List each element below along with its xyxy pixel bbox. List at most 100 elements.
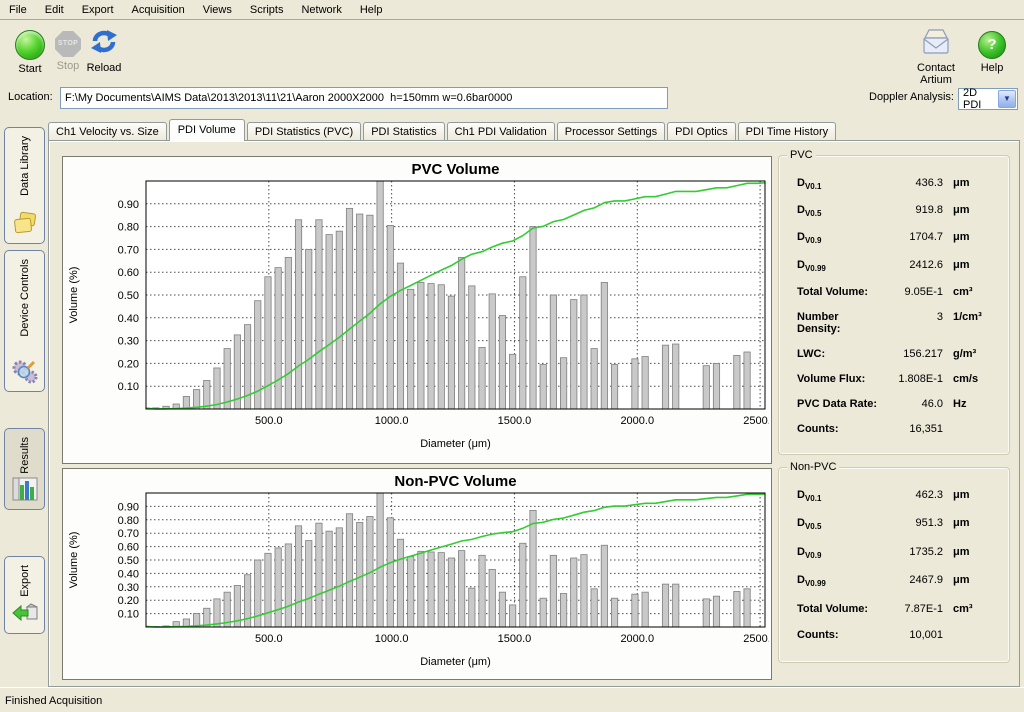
stat-label: DV0.1 bbox=[797, 176, 822, 191]
stat-label: LWC: bbox=[797, 348, 826, 361]
menu-item-export[interactable]: Export bbox=[81, 3, 114, 16]
svg-text:Non-PVC Volume: Non-PVC Volume bbox=[394, 473, 516, 490]
stat-unit: μm bbox=[953, 203, 970, 216]
stat-row-total-volume: Total Volume: 7.87E-1 cm³ bbox=[779, 603, 1009, 615]
tab-ch1-velocity-vs-size[interactable]: Ch1 Velocity vs. Size bbox=[48, 122, 167, 141]
export-icon bbox=[11, 603, 37, 622]
doppler-analysis-label: Doppler Analysis: bbox=[869, 91, 954, 103]
tab-pdi-time-history[interactable]: PDI Time History bbox=[737, 122, 837, 141]
menu-item-network[interactable]: Network bbox=[301, 3, 342, 16]
svg-text:1000.0: 1000.0 bbox=[375, 415, 409, 427]
svg-text:Volume (%): Volume (%) bbox=[68, 267, 80, 324]
tab-pdi-volume[interactable]: PDI Volume bbox=[168, 119, 245, 141]
stat-row-lwc: LWC: 156.217 g/m³ bbox=[779, 348, 1009, 360]
reload-label: Reload bbox=[86, 62, 122, 74]
svg-text:0.10: 0.10 bbox=[118, 609, 139, 621]
svg-text:0.70: 0.70 bbox=[118, 244, 139, 256]
pvc-stats-groupbox: PVC DV0.1 436.3 μm DV0.5 919.8 μm DV0.9 1704.7 μ… bbox=[778, 149, 1010, 455]
sidebar-item-results[interactable]: Results bbox=[4, 428, 45, 510]
folders-icon bbox=[13, 211, 36, 234]
svg-text:Diameter (μm): Diameter (μm) bbox=[420, 438, 491, 450]
stat-value: 156.217 bbox=[903, 348, 943, 361]
stat-value: 46.0 bbox=[921, 398, 943, 411]
svg-text:0.20: 0.20 bbox=[118, 358, 139, 370]
svg-text:0.80: 0.80 bbox=[118, 515, 139, 527]
start-button[interactable]: Start bbox=[2, 28, 58, 75]
svg-text:0.30: 0.30 bbox=[118, 336, 139, 348]
stat-value: 7.87E-1 bbox=[904, 602, 943, 615]
sidebar-item-label: Results bbox=[18, 437, 31, 474]
svg-text:0.50: 0.50 bbox=[118, 555, 139, 567]
stat-label: DV0.5 bbox=[797, 203, 822, 219]
tab-pdi-statistics[interactable]: PDI Statistics bbox=[363, 122, 445, 141]
stat-value: 2412.6 bbox=[909, 258, 943, 271]
help-label: Help bbox=[980, 62, 1004, 74]
sidebar-item-data-library[interactable]: Data Library bbox=[4, 127, 45, 244]
sidebar-item-label: Export bbox=[18, 565, 31, 597]
stat-value: 462.3 bbox=[915, 489, 943, 502]
contact-artium-label: Contact Artium bbox=[917, 62, 955, 86]
menu-item-edit[interactable]: Edit bbox=[44, 3, 64, 16]
non-pvc-stats-groupbox: Non-PVC DV0.1 462.3 μm DV0.5 951.3 μm DV0.9 173… bbox=[778, 461, 1010, 663]
help-button[interactable]: ? Help bbox=[966, 28, 1018, 74]
sidebar-item-device-controls[interactable]: Device Controls bbox=[4, 250, 45, 392]
tab-processor-settings[interactable]: Processor Settings bbox=[556, 122, 666, 141]
tab-bar: Ch1 Velocity vs. Size PDI Volume PDI Stati… bbox=[48, 119, 1020, 141]
menu-item-help[interactable]: Help bbox=[359, 3, 383, 16]
stat-unit: 1/cm³ bbox=[953, 310, 982, 323]
stat-value: 1704.7 bbox=[909, 231, 943, 244]
svg-text:PVC Volume: PVC Volume bbox=[411, 161, 499, 178]
stop-button[interactable]: STOP Stop bbox=[40, 28, 96, 72]
non-pvc-group-title: Non-PVC bbox=[787, 461, 840, 473]
stat-unit: μm bbox=[953, 574, 970, 587]
svg-text:2500.0: 2500.0 bbox=[743, 415, 769, 427]
doppler-analysis-select[interactable]: 2D PDI ▼ bbox=[958, 87, 1018, 111]
stat-value: 951.3 bbox=[915, 517, 943, 530]
stat-value: 2467.9 bbox=[909, 574, 943, 587]
svg-text:0.70: 0.70 bbox=[118, 528, 139, 540]
tab-pdi-statistics-pvc[interactable]: PDI Statistics (PVC) bbox=[246, 122, 362, 141]
tab-pdi-optics[interactable]: PDI Optics bbox=[667, 122, 736, 141]
stat-label: DV0.1 bbox=[797, 489, 822, 504]
svg-text:0.90: 0.90 bbox=[118, 501, 139, 513]
stat-row-d-v0-1: DV0.1 436.3 μm bbox=[779, 177, 1009, 191]
stat-value: 1.808E-1 bbox=[898, 373, 943, 386]
stat-label: Number Density: bbox=[797, 310, 841, 335]
tab-ch1-pdi-validation[interactable]: Ch1 PDI Validation bbox=[446, 122, 555, 141]
svg-text:0.40: 0.40 bbox=[118, 568, 139, 580]
non-pvc-volume-chart: 0.10 0.20 0.30 0.40 0.50 0.60 0.70 0.80 0.90 500.… bbox=[62, 468, 772, 680]
svg-text:1500.0: 1500.0 bbox=[498, 415, 532, 427]
svg-text:0.60: 0.60 bbox=[118, 267, 139, 279]
sidebar-item-export[interactable]: Export bbox=[4, 556, 45, 634]
stat-label: DV0.99 bbox=[797, 574, 826, 589]
stat-row-d-v0-9: DV0.9 1704.7 μm bbox=[779, 231, 1009, 245]
location-input[interactable] bbox=[60, 87, 668, 109]
svg-text:Diameter (μm): Diameter (μm) bbox=[420, 656, 491, 668]
results-chart-icon bbox=[12, 477, 37, 501]
stat-label: Counts: bbox=[797, 423, 839, 436]
menu-item-file[interactable]: File bbox=[9, 3, 27, 16]
help-icon: ? bbox=[978, 31, 1006, 59]
reload-button[interactable]: Reload bbox=[76, 28, 132, 74]
stat-label: Total Volume: bbox=[797, 602, 869, 615]
menu-bar: File Edit Export Acquisition Views Scripts Net… bbox=[0, 0, 1024, 20]
svg-text:1000.0: 1000.0 bbox=[375, 633, 409, 645]
stat-row-number-density: Number Density: 3 1/cm³ bbox=[779, 311, 1009, 335]
menu-item-acquisition[interactable]: Acquisition bbox=[131, 3, 185, 16]
svg-text:0.60: 0.60 bbox=[118, 542, 139, 554]
stat-value: 9.05E-1 bbox=[904, 285, 943, 298]
stat-row-pvc-data-rate: PVC Data Rate: 46.0 Hz bbox=[779, 398, 1009, 410]
chevron-down-icon[interactable]: ▼ bbox=[998, 90, 1016, 108]
status-bar: Finished Acquisition bbox=[0, 687, 1024, 712]
gears-icon bbox=[12, 360, 37, 384]
menu-item-views[interactable]: Views bbox=[202, 3, 232, 16]
svg-text:0.10: 0.10 bbox=[118, 381, 139, 393]
stat-value: 10,001 bbox=[909, 628, 943, 641]
svg-text:0.90: 0.90 bbox=[118, 199, 139, 211]
stat-value: 436.3 bbox=[915, 176, 943, 189]
stat-label: DV0.99 bbox=[797, 258, 826, 273]
contact-artium-button[interactable]: Contact Artium bbox=[905, 28, 967, 86]
stat-unit: Hz bbox=[953, 398, 967, 411]
menu-item-scripts[interactable]: Scripts bbox=[249, 3, 284, 16]
stat-row-volume-flux: Volume Flux: 1.808E-1 cm/s bbox=[779, 373, 1009, 385]
